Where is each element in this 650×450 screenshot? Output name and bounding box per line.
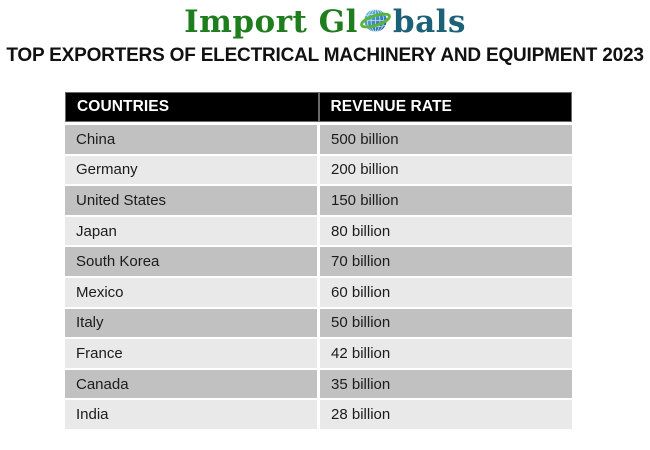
data-table: COUNTRIES REVENUE RATE China 500 billion…: [65, 92, 572, 431]
revenue-column-header: REVENUE RATE: [319, 93, 571, 121]
revenue-cell: 80 billion: [320, 216, 572, 246]
table-row: South Korea 70 billion: [65, 247, 572, 276]
country-cell: China: [65, 125, 317, 154]
table-body: China 500 billion Germany 200 billion Un…: [65, 125, 572, 429]
table-row: United States 150 billion: [65, 186, 572, 215]
country-cell: South Korea: [65, 247, 317, 276]
table-row: Canada 35 billion: [65, 369, 572, 399]
country-cell: Canada: [65, 369, 317, 399]
logo-text-left: Import Gl: [184, 4, 358, 40]
logo: Import Gl bals: [0, 0, 650, 42]
table-row: China 500 billion: [65, 125, 572, 154]
country-cell: United States: [65, 186, 317, 215]
revenue-cell: 500 billion: [320, 125, 572, 154]
country-cell: Italy: [65, 308, 317, 338]
revenue-cell: 70 billion: [320, 247, 572, 276]
country-cell: Japan: [65, 216, 317, 246]
country-cell: France: [65, 339, 317, 368]
table-header-row: COUNTRIES REVENUE RATE: [65, 92, 572, 122]
page-title: TOP EXPORTERS OF ELECTRICAL MACHINERY AN…: [6, 45, 644, 66]
table-row: Mexico 60 billion: [65, 277, 572, 307]
revenue-cell: 50 billion: [320, 308, 572, 338]
revenue-cell: 200 billion: [320, 155, 572, 185]
table-row: Japan 80 billion: [65, 216, 572, 246]
table-row: India 28 billion: [65, 400, 572, 429]
table-row: Italy 50 billion: [65, 308, 572, 338]
revenue-cell: 60 billion: [320, 277, 572, 307]
revenue-cell: 28 billion: [320, 400, 572, 429]
logo-text-right: bals: [392, 4, 466, 40]
globe-icon: [359, 5, 392, 46]
countries-column-header: COUNTRIES: [66, 93, 318, 121]
table-row: France 42 billion: [65, 339, 572, 368]
revenue-cell: 42 billion: [320, 339, 572, 368]
revenue-cell: 35 billion: [320, 369, 572, 399]
country-cell: Germany: [65, 155, 317, 185]
country-cell: India: [65, 400, 317, 429]
country-cell: Mexico: [65, 277, 317, 307]
table-row: Germany 200 billion: [65, 155, 572, 185]
revenue-cell: 150 billion: [320, 186, 572, 215]
